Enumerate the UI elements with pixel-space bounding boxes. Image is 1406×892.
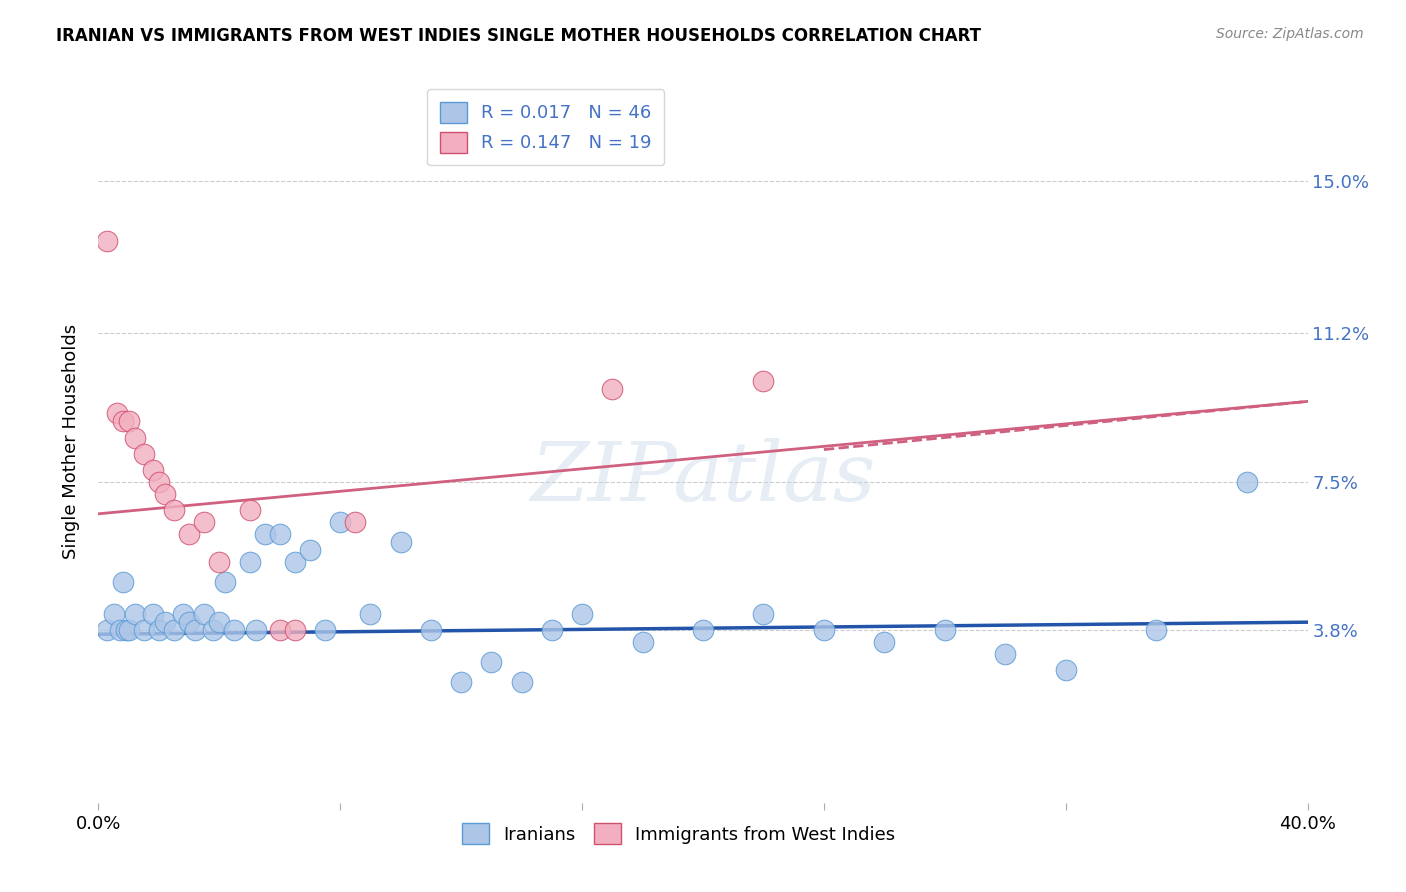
Point (299, 542, 322, 557)
Point (142, 462, 165, 476)
Point (1144, 623, 1167, 637)
Point (193, 515, 215, 529)
Point (124, 431, 146, 445)
Point (224, 623, 246, 637)
Point (631, 635, 654, 649)
Point (179, 615, 201, 630)
Point (132, 446, 155, 460)
Point (344, 515, 367, 529)
Point (692, 623, 714, 637)
Point (111, 414, 134, 428)
Point (245, 623, 267, 637)
Point (602, 382, 624, 396)
Point (148, 475, 170, 489)
Point (153, 615, 176, 630)
Point (389, 534, 412, 549)
Point (269, 623, 291, 637)
Point (96, 234, 118, 248)
Point (184, 623, 207, 637)
Point (111, 574, 134, 589)
Point (142, 607, 165, 621)
Point (481, 655, 503, 669)
Point (1054, 664, 1077, 678)
Point (420, 623, 443, 637)
Point (813, 623, 835, 637)
Point (269, 526, 291, 541)
Point (148, 623, 170, 637)
Point (284, 623, 307, 637)
Text: Source: ZipAtlas.com: Source: ZipAtlas.com (1216, 27, 1364, 41)
Point (571, 607, 593, 621)
Point (752, 607, 775, 621)
Point (153, 487, 176, 501)
Point (214, 574, 236, 589)
Point (208, 555, 231, 569)
Point (105, 407, 128, 421)
Point (114, 623, 136, 637)
Point (752, 374, 775, 388)
Y-axis label: Single Mother Households: Single Mother Households (62, 324, 80, 559)
Text: IRANIAN VS IMMIGRANTS FROM WEST INDIES SINGLE MOTHER HOUSEHOLDS CORRELATION CHAR: IRANIAN VS IMMIGRANTS FROM WEST INDIES S… (56, 27, 981, 45)
Point (96, 623, 118, 637)
Point (239, 502, 262, 516)
Point (239, 555, 262, 569)
Point (202, 623, 225, 637)
Point (540, 623, 562, 637)
Point (934, 623, 956, 637)
Text: ZIPatlas: ZIPatlas (530, 438, 876, 517)
Point (360, 607, 382, 621)
Point (873, 635, 896, 649)
Point (208, 615, 231, 630)
Point (193, 607, 215, 621)
Point (329, 515, 352, 529)
Point (118, 623, 141, 637)
Legend: Iranians, Immigrants from West Indies: Iranians, Immigrants from West Indies (456, 816, 903, 852)
Point (284, 555, 307, 569)
Point (118, 414, 141, 428)
Point (994, 648, 1017, 662)
Point (1236, 475, 1258, 489)
Point (163, 623, 186, 637)
Point (108, 623, 131, 637)
Point (314, 623, 336, 637)
Point (103, 607, 125, 621)
Point (510, 675, 533, 690)
Point (179, 526, 201, 541)
Point (132, 623, 155, 637)
Point (124, 607, 146, 621)
Point (253, 526, 276, 541)
Point (450, 675, 472, 690)
Point (172, 607, 194, 621)
Point (163, 502, 186, 516)
